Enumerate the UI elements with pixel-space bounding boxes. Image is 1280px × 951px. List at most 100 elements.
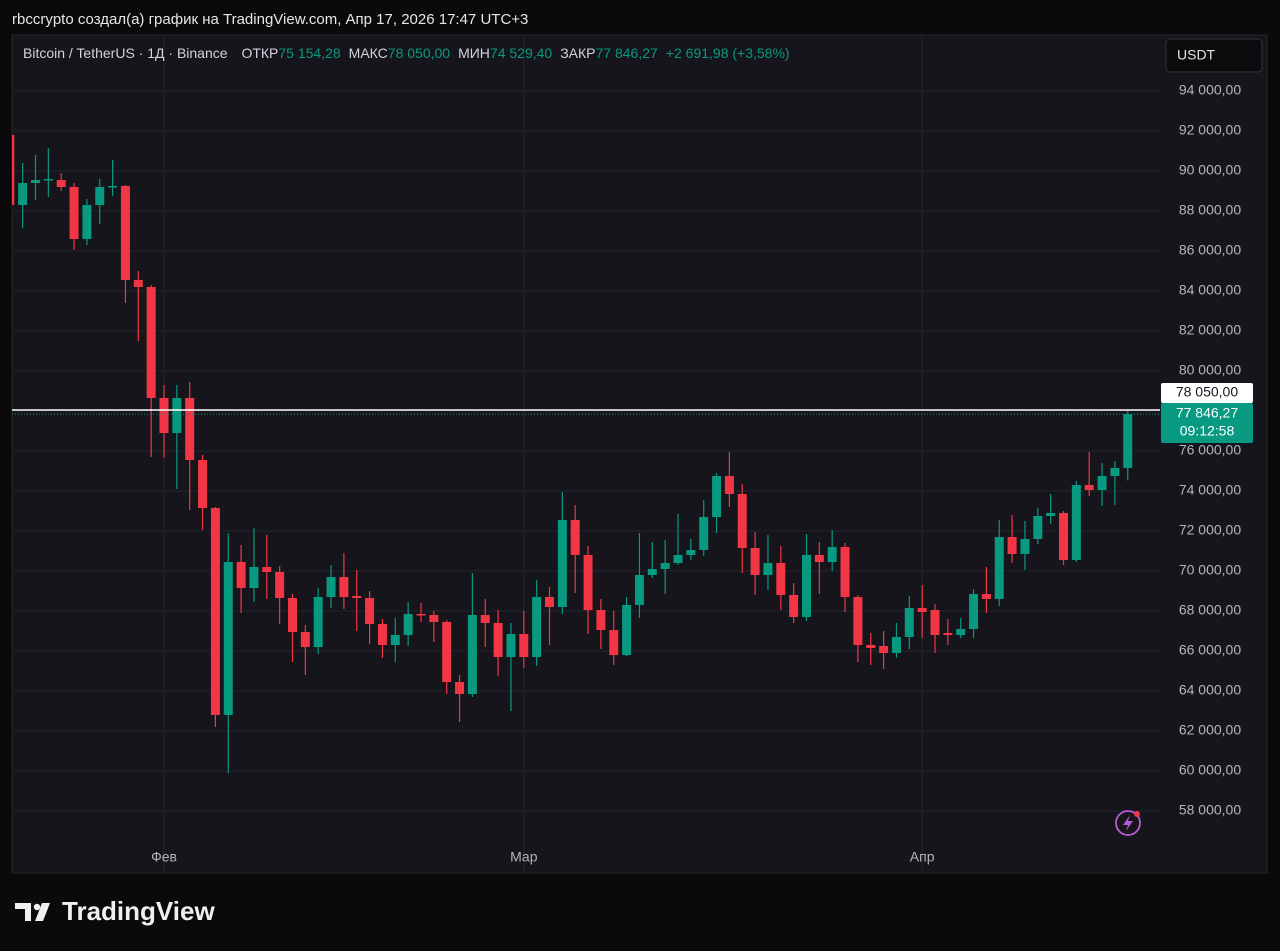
alert-bolt[interactable] bbox=[1123, 815, 1133, 831]
candle-body bbox=[699, 517, 709, 550]
overlay: 78 050,00 77 846,27 09:12:58 bbox=[12, 383, 1253, 443]
legend: Bitcoin / TetherUS · 1Д · Binance ОТКР75… bbox=[23, 45, 790, 61]
high-price-label: 78 050,00 bbox=[1176, 384, 1238, 400]
candle-body bbox=[1020, 539, 1030, 554]
legend-key: МАКС bbox=[349, 45, 388, 61]
countdown-label: 09:12:58 bbox=[1180, 423, 1235, 439]
y-tick-label: 80 000,00 bbox=[1179, 362, 1241, 378]
candle-body bbox=[545, 597, 554, 607]
attribution: rbccrypto создал(а) график на TradingVie… bbox=[12, 11, 528, 28]
candle-body bbox=[583, 555, 593, 610]
candle-body bbox=[622, 605, 632, 655]
candle-body bbox=[300, 632, 310, 647]
candle-body bbox=[455, 682, 465, 694]
candle-body bbox=[493, 623, 503, 657]
y-tick-label: 66 000,00 bbox=[1179, 642, 1241, 658]
candle-body bbox=[647, 569, 657, 575]
x-tick-label: Апр bbox=[910, 849, 935, 865]
candle-body bbox=[969, 594, 979, 629]
candle-body bbox=[1059, 513, 1068, 560]
candle-body bbox=[390, 635, 400, 645]
candle-body bbox=[1123, 414, 1133, 468]
y-tick-label: 74 000,00 bbox=[1179, 482, 1241, 498]
candles bbox=[12, 135, 1133, 773]
candle-body bbox=[917, 608, 927, 612]
candle-body bbox=[31, 180, 40, 183]
candle-body bbox=[840, 547, 850, 597]
candle-body bbox=[210, 508, 220, 715]
y-tick-label: 88 000,00 bbox=[1179, 202, 1241, 218]
candle-body bbox=[146, 287, 156, 398]
candle-body bbox=[827, 547, 837, 562]
candle-body bbox=[866, 645, 876, 648]
candle-body bbox=[879, 646, 889, 653]
currency-label[interactable]: USDT bbox=[1177, 47, 1216, 63]
y-tick-label: 76 000,00 bbox=[1179, 442, 1241, 458]
legend-change: +2 691,98 (+3,58%) bbox=[666, 45, 790, 61]
candle-body bbox=[1097, 476, 1107, 490]
legend-value: 78 050,00 bbox=[388, 45, 450, 61]
candle-body bbox=[943, 633, 953, 635]
chart-panel bbox=[11, 34, 1268, 874]
candle-body bbox=[429, 615, 439, 622]
candle-body bbox=[660, 563, 670, 569]
last-price-label: 77 846,27 bbox=[1176, 405, 1238, 421]
candle-body bbox=[1007, 537, 1017, 554]
candle-body bbox=[686, 550, 696, 555]
logo-mark bbox=[33, 903, 41, 911]
y-tick-label: 82 000,00 bbox=[1179, 322, 1241, 338]
candle-body bbox=[352, 596, 362, 598]
candle-body bbox=[763, 563, 773, 575]
brand-name: TradingView bbox=[62, 896, 215, 926]
alert-icon[interactable] bbox=[1115, 810, 1141, 836]
candle-body bbox=[377, 624, 387, 645]
candle-body bbox=[339, 577, 349, 597]
candle-body bbox=[634, 575, 644, 605]
y-tick-label: 64 000,00 bbox=[1179, 682, 1241, 698]
brand-logo: TradingView bbox=[15, 896, 215, 926]
candle-body bbox=[532, 597, 542, 657]
candle-body bbox=[994, 537, 1004, 599]
candle-body bbox=[249, 567, 259, 588]
alert-dot[interactable] bbox=[1134, 811, 1140, 817]
candle-body bbox=[814, 555, 824, 562]
candle-body bbox=[12, 135, 15, 205]
candle-body bbox=[1110, 468, 1120, 476]
candle-body bbox=[789, 595, 799, 617]
y-tick-label: 62 000,00 bbox=[1179, 722, 1241, 738]
candle-body bbox=[557, 520, 567, 607]
candle-body bbox=[313, 597, 323, 647]
candle-body bbox=[480, 615, 490, 623]
candle-body bbox=[506, 634, 516, 657]
candle-body bbox=[120, 186, 130, 280]
candle-body bbox=[609, 630, 619, 655]
candle-body bbox=[891, 637, 901, 653]
alert-ring[interactable] bbox=[1115, 810, 1141, 836]
y-tick-label: 72 000,00 bbox=[1179, 522, 1241, 538]
candle-body bbox=[853, 597, 863, 645]
currency-button[interactable] bbox=[1165, 38, 1263, 73]
y-tick-label: 60 000,00 bbox=[1179, 762, 1241, 778]
candle-body bbox=[56, 180, 66, 187]
grid: 94 000,00 92 000,00 90 000,00 88 000,00 86 0… bbox=[12, 35, 1241, 873]
legend-value: 77 846,27 bbox=[596, 45, 658, 61]
candle-body bbox=[403, 614, 413, 635]
legend-key: МИН bbox=[458, 45, 490, 61]
candle-body bbox=[1084, 485, 1094, 490]
y-tick-label: 94 000,00 bbox=[1179, 82, 1241, 98]
candle-body bbox=[1046, 513, 1056, 516]
candle-body bbox=[223, 562, 233, 715]
y-tick-label: 86 000,00 bbox=[1179, 242, 1241, 258]
legend-value: 74 529,40 bbox=[490, 45, 552, 61]
y-tick-label: 70 000,00 bbox=[1179, 562, 1241, 578]
logo-mark bbox=[35, 903, 50, 921]
candle-body bbox=[596, 610, 606, 630]
x-tick-label: Мар bbox=[510, 849, 538, 865]
candle-body bbox=[43, 179, 53, 181]
candle-body bbox=[467, 615, 477, 694]
candle-body bbox=[956, 629, 966, 635]
candle-body bbox=[570, 520, 580, 555]
candle-body bbox=[776, 563, 786, 595]
legend-key: ОТКР bbox=[241, 45, 278, 61]
